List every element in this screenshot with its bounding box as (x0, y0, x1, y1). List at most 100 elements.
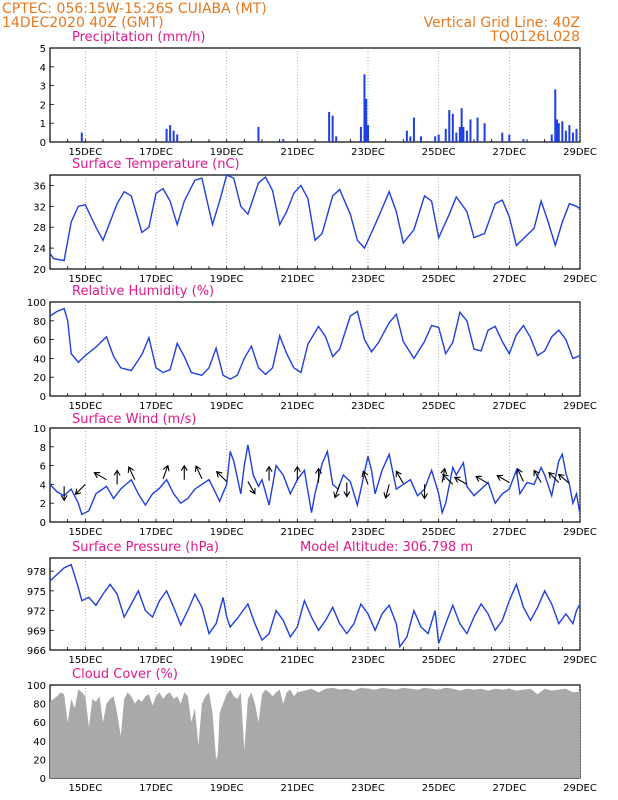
wind-vector-arrow (216, 470, 228, 482)
temperature-xtick-label: 25DEC (422, 274, 456, 285)
precip-bar (359, 126, 362, 142)
precipitation-title: Precipitation (mm/h) (72, 30, 205, 45)
precip-bar (575, 128, 578, 142)
humidity-ytick-label: 80 (33, 317, 46, 328)
humidity-ytick-label: 0 (40, 392, 46, 403)
wind-ytick-label: 8 (40, 443, 46, 454)
wind-ytick-label: 6 (40, 462, 46, 473)
precip-bar (257, 126, 260, 142)
humidity-xtick-label: 21DEC (280, 401, 314, 412)
precip-bar (462, 126, 465, 142)
precip-bar (80, 132, 83, 142)
header-model-id: TQ0126L028 (489, 29, 580, 45)
pressure-xtick-label: 25DEC (422, 655, 456, 666)
wind-vector-arrow (315, 467, 323, 483)
precip-bar (568, 125, 571, 142)
precip-bar (172, 130, 175, 142)
wind-ytick-label: 2 (40, 499, 46, 510)
precip-bar (409, 136, 412, 142)
precip-bar (501, 132, 504, 142)
precip-bar (335, 136, 338, 142)
precip-bar (405, 130, 408, 142)
wind-vector-arrow (361, 470, 369, 485)
precipitation-xtick-label: 25DEC (422, 147, 456, 158)
precip-bar (564, 130, 567, 142)
humidity-title: Relative Humidity (%) (72, 284, 214, 299)
pressure-panel: 966 969 972 975 978 15DEC 17DEC 19DEC 21DEC 23DEC… (27, 540, 597, 666)
temperature-xtick-label: 29DEC (563, 274, 597, 285)
humidity-ytick-label: 40 (33, 354, 46, 365)
wind-vector-arrow (533, 469, 542, 483)
temperature-ytick-label: 32 (33, 202, 46, 213)
wind-vector-arrow (247, 481, 256, 495)
cloud-cover-ytick-label: 80 (33, 700, 46, 711)
wind-vector-arrow (194, 465, 203, 479)
precip-bar (451, 113, 454, 142)
wind-vector-arrow (127, 466, 136, 480)
precip-bar (571, 132, 574, 142)
precip-bar (176, 134, 179, 142)
wind-vector-arrow (180, 464, 188, 480)
precipitation-ytick-label: 2 (40, 100, 46, 111)
precip-bar (554, 89, 557, 142)
cloud-cover-ytick-label: 60 (33, 718, 46, 729)
wind-xtick-label: 17DEC (139, 527, 173, 538)
pressure-ytick-label: 975 (27, 587, 46, 598)
precip-bar (483, 123, 486, 142)
precip-bar (444, 128, 447, 142)
cloud-cover-area (50, 687, 580, 778)
humidity-xtick-label: 17DEC (139, 401, 173, 412)
wind-vector-arrow (93, 472, 107, 481)
precip-bar (508, 134, 511, 142)
temperature-xtick-label: 21DEC (280, 274, 314, 285)
wind-vector-arrow (74, 484, 86, 496)
cloud-cover-ytick-label: 40 (33, 737, 46, 748)
cloud-cover-xtick-label: 15DEC (68, 783, 102, 794)
cloud-cover-ytick-label: 20 (33, 755, 46, 766)
temperature-series-line (49, 174, 581, 262)
precip-bar (412, 117, 415, 142)
pressure-frame (49, 557, 581, 651)
temperature-title: Surface Temperature (nC) (72, 157, 240, 172)
wind-xtick-label: 15DEC (68, 527, 102, 538)
wind-vector-arrow (333, 484, 341, 499)
humidity-series-line (49, 307, 581, 380)
precipitation-ytick-label: 4 (40, 63, 46, 74)
humidity-xtick-label: 25DEC (422, 401, 456, 412)
pressure-ytick-label: 966 (27, 646, 46, 657)
wind-panel: 0 2 4 6 8 10 15DEC 17DEC 19DEC 21DEC 23DEC 25DEC 27D… (33, 412, 597, 538)
precip-bar (363, 74, 366, 142)
temperature-ytick-label: 20 (33, 265, 46, 276)
precip-bar (458, 126, 461, 142)
temperature-ytick-label: 24 (33, 244, 46, 255)
precipitation-xtick-label: 27DEC (492, 147, 526, 158)
pressure-ytick-label: 978 (27, 567, 46, 578)
cloud-cover-xtick-label: 21DEC (280, 783, 314, 794)
cloud-cover-ytick-label: 100 (27, 681, 46, 692)
wind-ytick-label: 4 (40, 480, 46, 491)
precip-bar (365, 98, 368, 142)
precip-bar (557, 123, 560, 142)
pressure-series-line (49, 563, 581, 649)
wind-vector-arrow (383, 484, 391, 499)
precip-bar (437, 134, 440, 142)
precip-bar (550, 134, 553, 142)
wind-series-line (49, 444, 581, 516)
precipitation-frame (49, 47, 581, 143)
precip-bar (476, 117, 479, 142)
wind-xtick-label: 21DEC (280, 527, 314, 538)
wind-xtick-label: 29DEC (563, 527, 597, 538)
pressure-xtick-label: 15DEC (68, 655, 102, 666)
precip-bar (448, 110, 451, 142)
pressure-title: Surface Pressure (hPa) (72, 540, 219, 555)
precipitation-ytick-label: 0 (40, 138, 46, 149)
pressure-ytick-label: 972 (27, 607, 46, 618)
wind-xtick-label: 23DEC (351, 527, 385, 538)
cloud-cover-xtick-label: 27DEC (492, 783, 526, 794)
header-run-time: 14DEC2020 40Z (GMT) (2, 15, 164, 31)
precipitation-xtick-label: 21DEC (280, 147, 314, 158)
wind-vector-arrow (475, 475, 489, 484)
humidity-ytick-label: 100 (27, 298, 46, 309)
humidity-frame (49, 301, 581, 397)
